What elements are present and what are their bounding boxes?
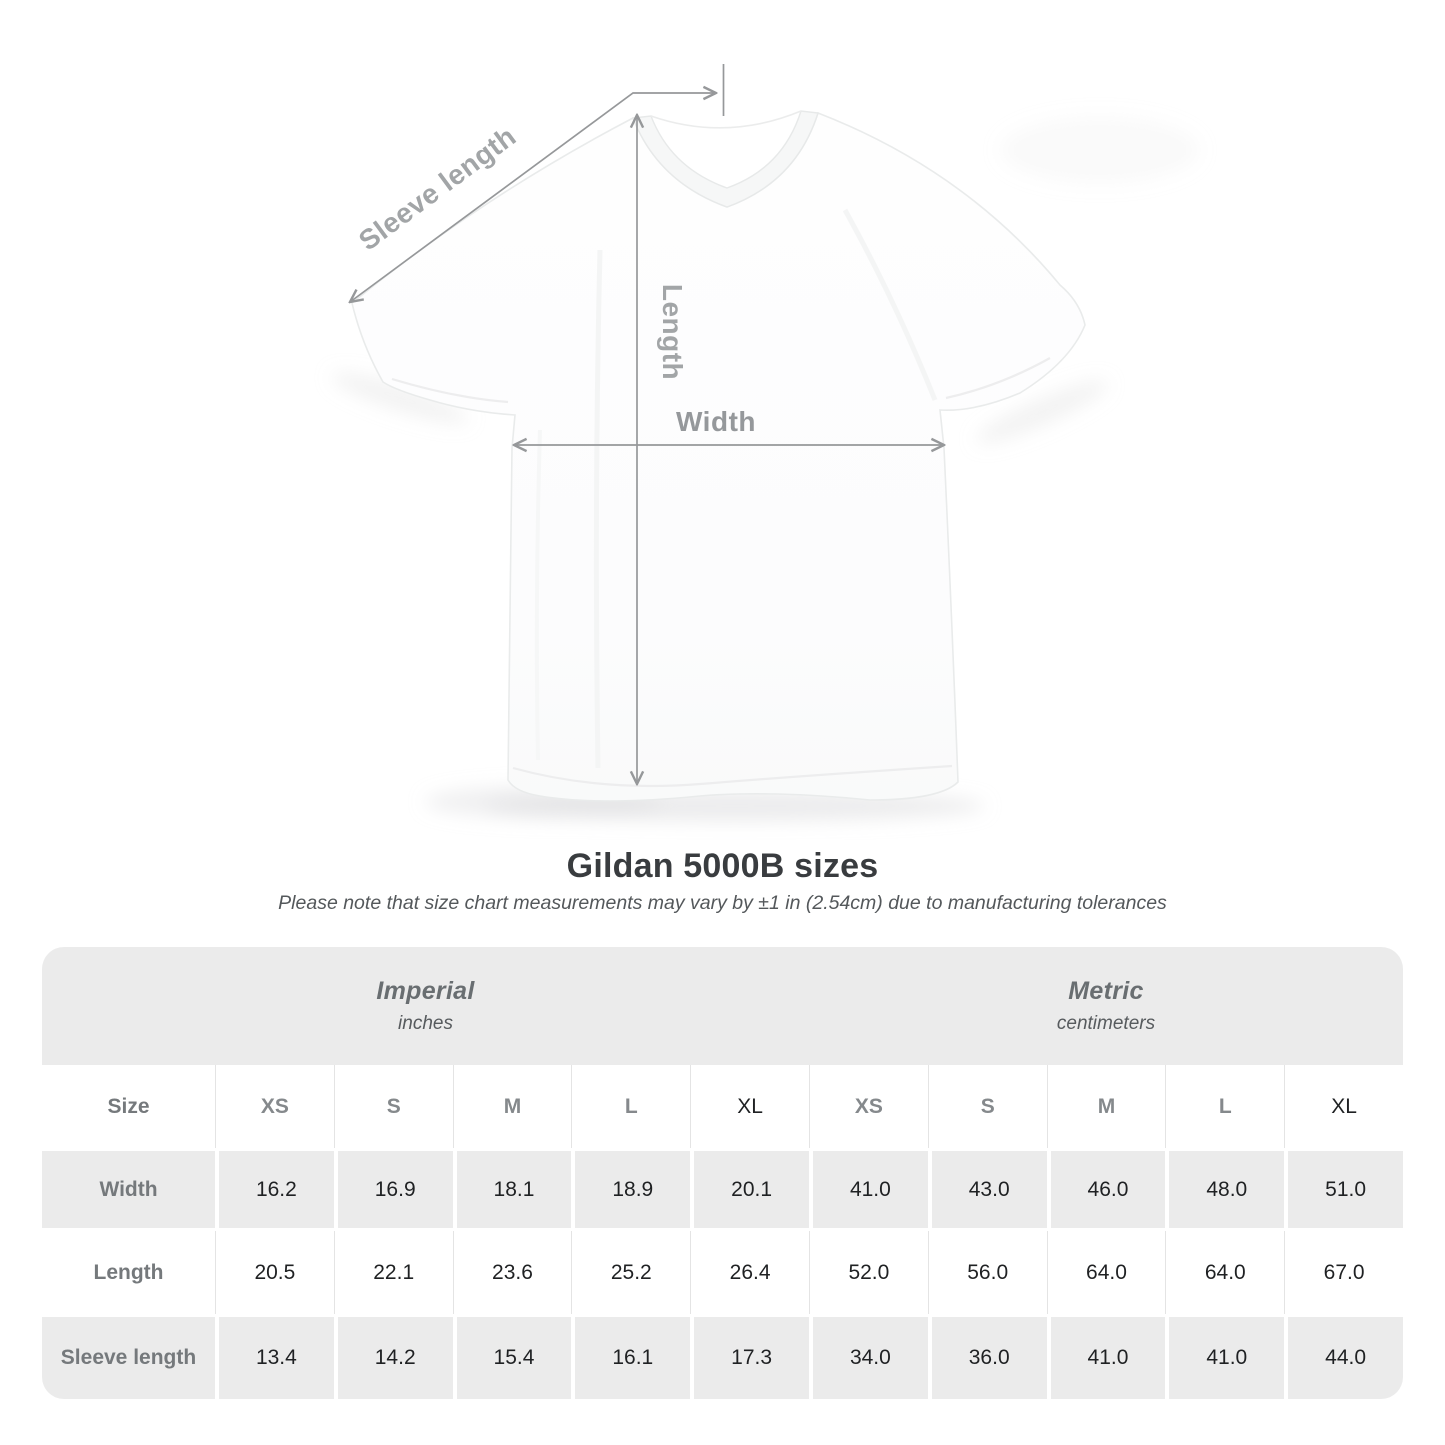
imperial-unit: inches xyxy=(398,1013,453,1034)
value-cell: 34.0 xyxy=(809,1314,928,1399)
dimension-lines xyxy=(350,64,944,784)
value-cell: 36.0 xyxy=(927,1314,1047,1399)
value-cell: 64.0 xyxy=(1046,1231,1166,1314)
value-cell: 20.1 xyxy=(690,1148,809,1231)
length-label: Length xyxy=(657,284,688,380)
value-cell: 51.0 xyxy=(1284,1148,1403,1231)
value-cell: 46.0 xyxy=(1046,1148,1166,1231)
size-header-s: S xyxy=(927,1065,1047,1148)
size-header-xl: XL xyxy=(690,1065,809,1148)
value-cell: 13.4 xyxy=(215,1314,334,1399)
value-cell: 25.2 xyxy=(571,1231,690,1314)
size-header-l: L xyxy=(1165,1065,1284,1148)
value-cell: 23.6 xyxy=(452,1231,572,1314)
imperial-header: Imperial inches xyxy=(42,947,809,1065)
size-table: Imperial inches Metric centimeters Size X… xyxy=(42,947,1403,1399)
value-cell: 43.0 xyxy=(927,1148,1047,1231)
value-cell: 26.4 xyxy=(690,1231,809,1314)
value-cell: 41.0 xyxy=(809,1148,928,1231)
metric-unit: centimeters xyxy=(1056,1013,1156,1034)
row-label-sleeve-length: Sleeve length xyxy=(42,1314,215,1399)
value-cell: 41.0 xyxy=(1046,1314,1166,1399)
metric-header: Metric centimeters xyxy=(809,947,1403,1065)
metric-title: Metric xyxy=(1068,977,1144,1005)
size-column-header: Size xyxy=(107,1094,150,1118)
value-cell: 16.9 xyxy=(333,1148,453,1231)
value-cell: 22.1 xyxy=(333,1231,453,1314)
value-cell: 16.1 xyxy=(571,1314,691,1399)
value-cell: 44.0 xyxy=(1284,1314,1403,1399)
value-cell: 52.0 xyxy=(809,1231,928,1314)
value-cell: 15.4 xyxy=(452,1314,572,1399)
size-header-l: L xyxy=(571,1065,690,1148)
value-cell: 14.2 xyxy=(333,1314,453,1399)
value-cell: 41.0 xyxy=(1165,1314,1285,1399)
tshirt-illustration xyxy=(351,110,1086,802)
value-cell: 18.9 xyxy=(571,1148,691,1231)
size-header-m: M xyxy=(1046,1065,1166,1148)
tolerance-note: Please note that size chart measurements… xyxy=(278,892,1167,914)
value-cell: 18.1 xyxy=(452,1148,572,1231)
size-header-xs: XS xyxy=(809,1065,928,1148)
value-cell: 48.0 xyxy=(1165,1148,1285,1231)
row-label-width: Width xyxy=(42,1148,215,1231)
row-label-length: Length xyxy=(93,1260,164,1284)
size-header-s: S xyxy=(333,1065,453,1148)
value-cell: 17.3 xyxy=(690,1314,809,1399)
value-cell: 64.0 xyxy=(1165,1231,1284,1314)
value-cell: 16.2 xyxy=(215,1148,334,1231)
page-title: Gildan 5000B sizes xyxy=(566,847,879,885)
value-cell: 67.0 xyxy=(1284,1231,1403,1314)
value-cell: 20.5 xyxy=(215,1231,334,1314)
value-cell: 56.0 xyxy=(927,1231,1047,1314)
tshirt-measurement-diagram: Sleeve length Length Width xyxy=(331,64,1200,821)
size-header-xl: XL xyxy=(1284,1065,1403,1148)
width-label: Width xyxy=(676,406,756,437)
size-header-m: M xyxy=(452,1065,572,1148)
size-header-xs: XS xyxy=(215,1065,334,1148)
imperial-title: Imperial xyxy=(376,977,475,1005)
sleeve-length-arrow xyxy=(350,93,716,302)
